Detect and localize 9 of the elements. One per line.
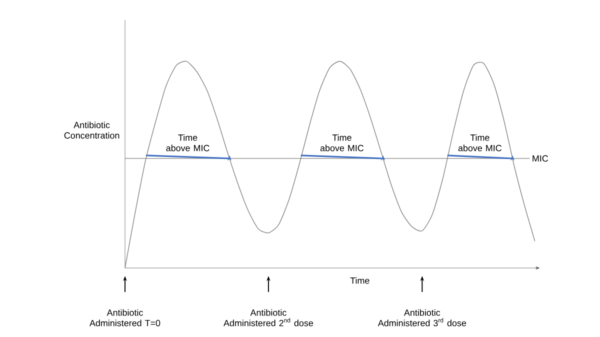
- annotation: Time above MIC: [320, 134, 364, 152]
- y-axis-title: Antibiotic Concentration: [64, 122, 120, 139]
- text: Antibiotic Administered T=0: [90, 309, 160, 326]
- x-axis-title: Time: [350, 277, 370, 284]
- annotation: Time above MIC: [458, 134, 502, 152]
- text: Antibiotic Administered 3$^{rd}$ dose: [378, 309, 466, 326]
- ref-line-label: MIC: [532, 155, 548, 162]
- annotation: Time above MIC: [166, 134, 210, 152]
- text: Antibiotic Administered 2$^{nd}$ dose: [224, 309, 314, 326]
